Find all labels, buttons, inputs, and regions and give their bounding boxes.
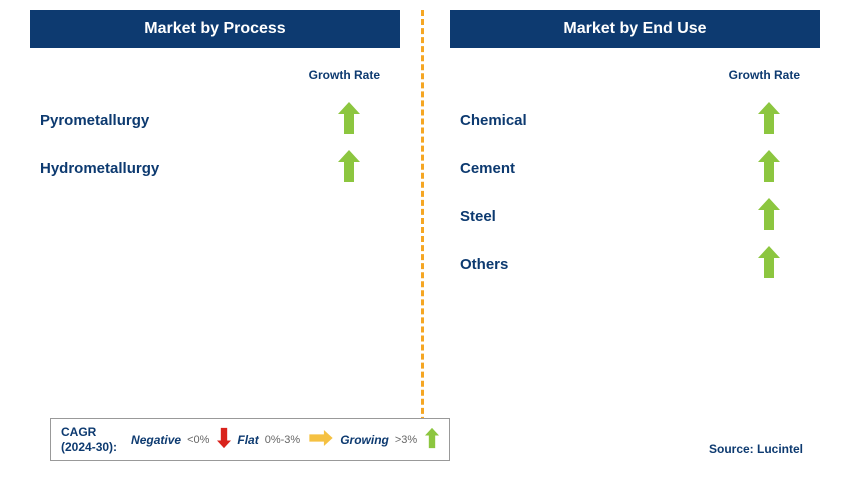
up-arrow-icon — [338, 150, 360, 187]
right-arrow-icon — [308, 430, 334, 449]
market-item: Others — [460, 244, 810, 284]
up-arrow-icon — [758, 246, 780, 283]
market-item: Hydrometallurgy — [40, 148, 390, 188]
legend-negative-term: Negative — [131, 433, 181, 447]
right-panel: Market by End Use Growth Rate Chemical C… — [450, 10, 820, 48]
market-item: Cement — [460, 148, 810, 188]
right-panel-title: Market by End Use — [450, 10, 820, 48]
left-panel: Market by Process Growth Rate Pyrometall… — [30, 10, 400, 48]
up-arrow-icon — [338, 102, 360, 139]
legend-flat-range: 0%-3% — [265, 434, 300, 446]
cagr-label: CAGR (2024-30): — [61, 425, 117, 454]
cagr-legend: CAGR (2024-30): Negative <0% Flat 0%-3% … — [50, 418, 450, 461]
source-label: Source: Lucintel — [709, 442, 803, 456]
market-item: Steel — [460, 196, 810, 236]
legend-flat-term: Flat — [237, 433, 258, 447]
vertical-divider — [421, 10, 424, 450]
market-item-label: Cement — [460, 160, 758, 177]
left-panel-title: Market by Process — [30, 10, 400, 48]
legend-negative-range: <0% — [187, 434, 209, 446]
market-item-label: Steel — [460, 208, 758, 225]
market-item: Chemical — [460, 100, 810, 140]
left-growth-label: Growth Rate — [309, 68, 380, 82]
right-growth-label: Growth Rate — [729, 68, 800, 82]
up-arrow-icon — [758, 102, 780, 139]
legend-growing-term: Growing — [340, 433, 389, 447]
legend-growing-range: >3% — [395, 434, 417, 446]
up-arrow-icon — [425, 427, 439, 452]
up-arrow-icon — [758, 198, 780, 235]
market-item: Pyrometallurgy — [40, 100, 390, 140]
market-item-label: Hydrometallurgy — [40, 160, 338, 177]
market-item-label: Others — [460, 256, 758, 273]
down-arrow-icon — [217, 427, 231, 452]
market-item-label: Chemical — [460, 112, 758, 129]
up-arrow-icon — [758, 150, 780, 187]
market-item-label: Pyrometallurgy — [40, 112, 338, 129]
